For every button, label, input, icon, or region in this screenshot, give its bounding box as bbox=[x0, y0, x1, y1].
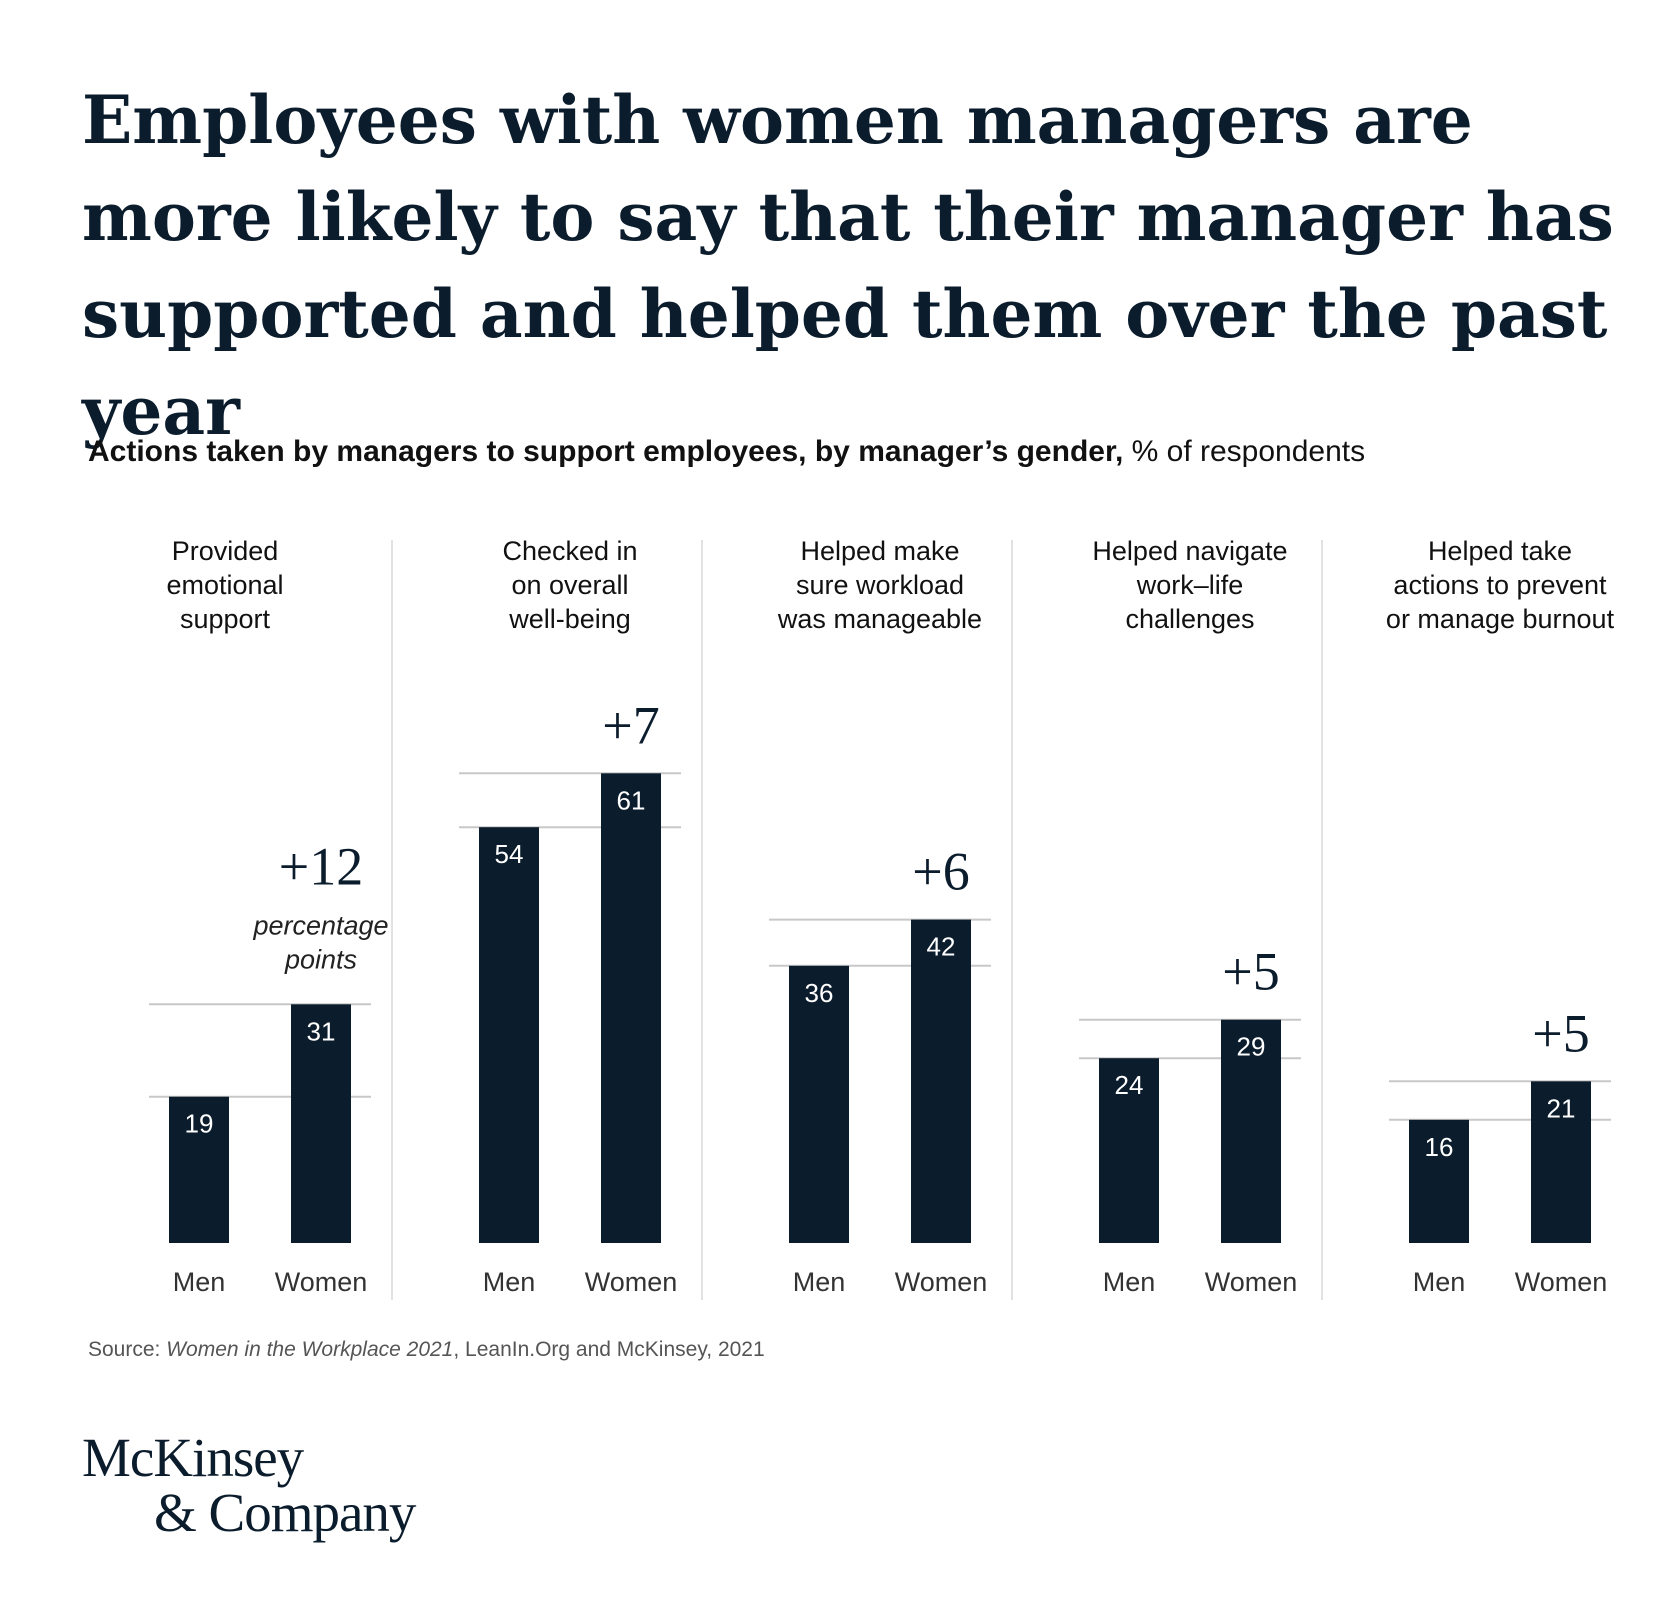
category-label: sure workload bbox=[796, 570, 964, 600]
category-label: Helped take bbox=[1428, 536, 1572, 566]
value-label-women: 42 bbox=[927, 932, 956, 962]
source-note: Source: Women in the Workplace 2021, Lea… bbox=[88, 1338, 765, 1362]
value-label-men: 16 bbox=[1425, 1132, 1454, 1162]
headline: Employees with women managers are more l… bbox=[82, 81, 1614, 450]
axis-label-men: Men bbox=[793, 1267, 846, 1297]
value-label-men: 24 bbox=[1115, 1070, 1144, 1100]
bar-women bbox=[1221, 1019, 1281, 1243]
category-label: Helped make bbox=[800, 536, 959, 566]
bar-men bbox=[1409, 1119, 1469, 1243]
logo-line-2: & Company bbox=[154, 1482, 416, 1543]
value-label-women: 31 bbox=[307, 1016, 336, 1046]
axis-label-women: Women bbox=[1205, 1267, 1298, 1297]
axis-label-women: Women bbox=[895, 1267, 988, 1297]
value-label-men: 19 bbox=[185, 1109, 214, 1139]
source-rest: , LeanIn.Org and McKinsey, 2021 bbox=[453, 1338, 765, 1361]
mckinsey-logo: McKinsey & Company bbox=[82, 1427, 416, 1543]
category-label: or manage burnout bbox=[1386, 604, 1615, 634]
chart-subtitle: Actions taken by managers to support emp… bbox=[88, 435, 1365, 469]
axis-label-women: Women bbox=[1515, 1267, 1608, 1297]
category-label: work–life bbox=[1136, 570, 1244, 600]
difference-label: +5 bbox=[1222, 942, 1279, 1002]
category-label: well-being bbox=[508, 604, 631, 634]
axis-label-men: Men bbox=[1103, 1267, 1156, 1297]
bar-women bbox=[911, 919, 971, 1243]
percentage-points-label-line1: percentage bbox=[252, 910, 388, 940]
bar-men bbox=[479, 827, 539, 1243]
category-label: Helped navigate bbox=[1092, 536, 1287, 566]
value-label-men: 36 bbox=[805, 978, 834, 1008]
difference-label: +12 bbox=[279, 836, 363, 896]
value-label-men: 54 bbox=[495, 839, 524, 869]
logo-line-1: McKinsey bbox=[82, 1427, 304, 1488]
source-title: Women in the Workplace 2021 bbox=[166, 1338, 454, 1361]
value-label-women: 61 bbox=[617, 785, 646, 815]
difference-label: +6 bbox=[912, 842, 969, 902]
axis-label-women: Women bbox=[275, 1267, 368, 1297]
subtitle-bold: Actions taken by managers to support emp… bbox=[88, 435, 1124, 468]
bar-women bbox=[291, 1004, 351, 1243]
bar-chart: Provided emotional support 19 31 Men Women poin… bbox=[149, 536, 1615, 1300]
value-label-women: 29 bbox=[1237, 1032, 1266, 1062]
percentage-points-label-line2: points bbox=[284, 944, 357, 974]
category-label: Provided bbox=[172, 536, 279, 566]
bar-men bbox=[789, 965, 849, 1243]
category-label: on overall bbox=[511, 570, 628, 600]
axis-label-men: Men bbox=[1413, 1267, 1466, 1297]
difference-label: +7 bbox=[602, 695, 659, 755]
bar-men bbox=[1099, 1058, 1159, 1243]
category-label: support bbox=[180, 604, 271, 634]
value-label-women: 21 bbox=[1547, 1093, 1576, 1123]
bar-men bbox=[169, 1096, 229, 1243]
bar-women bbox=[601, 773, 661, 1243]
difference-label: +5 bbox=[1532, 1003, 1589, 1063]
category-label: actions to prevent bbox=[1393, 570, 1607, 600]
bar-women bbox=[1531, 1081, 1591, 1243]
category-label: Checked in bbox=[502, 536, 637, 566]
subtitle-rest: % of respondents bbox=[1123, 435, 1366, 468]
category-label: emotional bbox=[166, 570, 283, 600]
category-label: challenges bbox=[1125, 604, 1254, 634]
source-prefix: Source: bbox=[88, 1338, 167, 1361]
axis-label-women: Women bbox=[585, 1267, 678, 1297]
category-label: was manageable bbox=[777, 604, 982, 634]
axis-label-men: Men bbox=[483, 1267, 536, 1297]
axis-label-men: Men bbox=[173, 1267, 226, 1297]
